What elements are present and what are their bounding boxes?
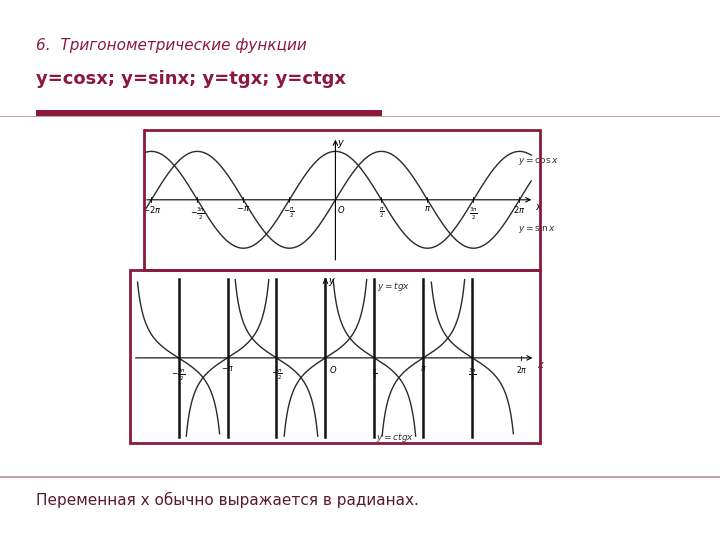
Text: $\mathit{y=ctgx}$: $\mathit{y=ctgx}$	[376, 431, 414, 444]
Text: $2\pi$: $2\pi$	[513, 204, 526, 215]
Text: y: y	[337, 138, 343, 148]
Text: $-\frac{3\pi}{2}$: $-\frac{3\pi}{2}$	[190, 206, 205, 222]
Text: $\mathit{y=\cos x}$: $\mathit{y=\cos x}$	[518, 157, 559, 167]
Text: $O$: $O$	[337, 204, 346, 215]
Text: $\pi$: $\pi$	[424, 204, 431, 213]
Text: $-2\pi$: $-2\pi$	[142, 204, 161, 215]
Text: $\frac{\pi}{2}$: $\frac{\pi}{2}$	[372, 367, 377, 382]
Text: $-\frac{\pi}{2}$: $-\frac{\pi}{2}$	[284, 206, 295, 220]
Text: x: x	[536, 202, 541, 212]
Text: $-\frac{3\pi}{2}$: $-\frac{3\pi}{2}$	[171, 367, 186, 383]
Text: $-\frac{\pi}{2}$: $-\frac{\pi}{2}$	[271, 367, 282, 382]
Text: $2\pi$: $2\pi$	[516, 364, 527, 375]
Text: 6.  Тригонометрические функции: 6. Тригонометрические функции	[36, 38, 307, 53]
Text: x: x	[537, 360, 543, 370]
Text: y: y	[328, 276, 334, 286]
Text: Переменная x обычно выражается в радианах.: Переменная x обычно выражается в радиана…	[36, 491, 419, 508]
Text: $\pi$: $\pi$	[420, 364, 427, 373]
Text: $\frac{3\pi}{2}$: $\frac{3\pi}{2}$	[468, 367, 477, 383]
Text: $-\pi$: $-\pi$	[236, 204, 251, 213]
Text: $\mathit{y=tgx}$: $\mathit{y=tgx}$	[377, 280, 410, 293]
Text: $\frac{\pi}{2}$: $\frac{\pi}{2}$	[379, 206, 384, 220]
Text: $\mathit{y=\sin x}$: $\mathit{y=\sin x}$	[518, 222, 557, 235]
Text: $O$: $O$	[328, 364, 337, 375]
Text: y=cosx; y=sinx; y=tgx; y=ctgx: y=cosx; y=sinx; y=tgx; y=ctgx	[36, 70, 346, 88]
Text: $-\pi$: $-\pi$	[221, 364, 234, 373]
Text: $\frac{3\pi}{2}$: $\frac{3\pi}{2}$	[469, 206, 478, 222]
